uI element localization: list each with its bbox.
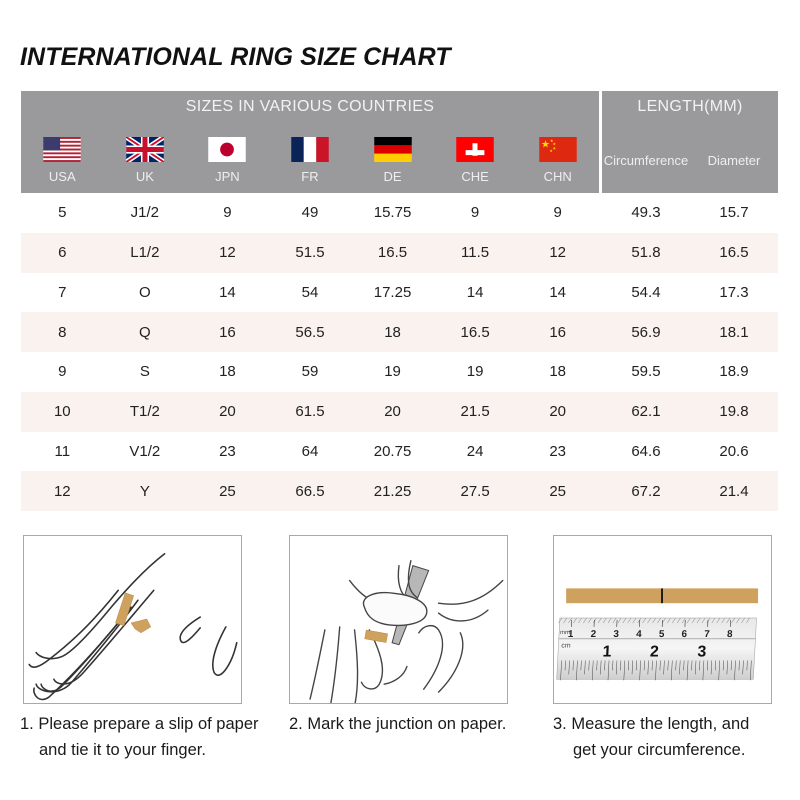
svg-text:1: 1 — [602, 644, 612, 661]
svg-text:3: 3 — [697, 644, 707, 661]
svg-text:cm: cm — [561, 643, 571, 650]
svg-text:mm: mm — [560, 630, 570, 636]
svg-text:2: 2 — [650, 644, 660, 661]
